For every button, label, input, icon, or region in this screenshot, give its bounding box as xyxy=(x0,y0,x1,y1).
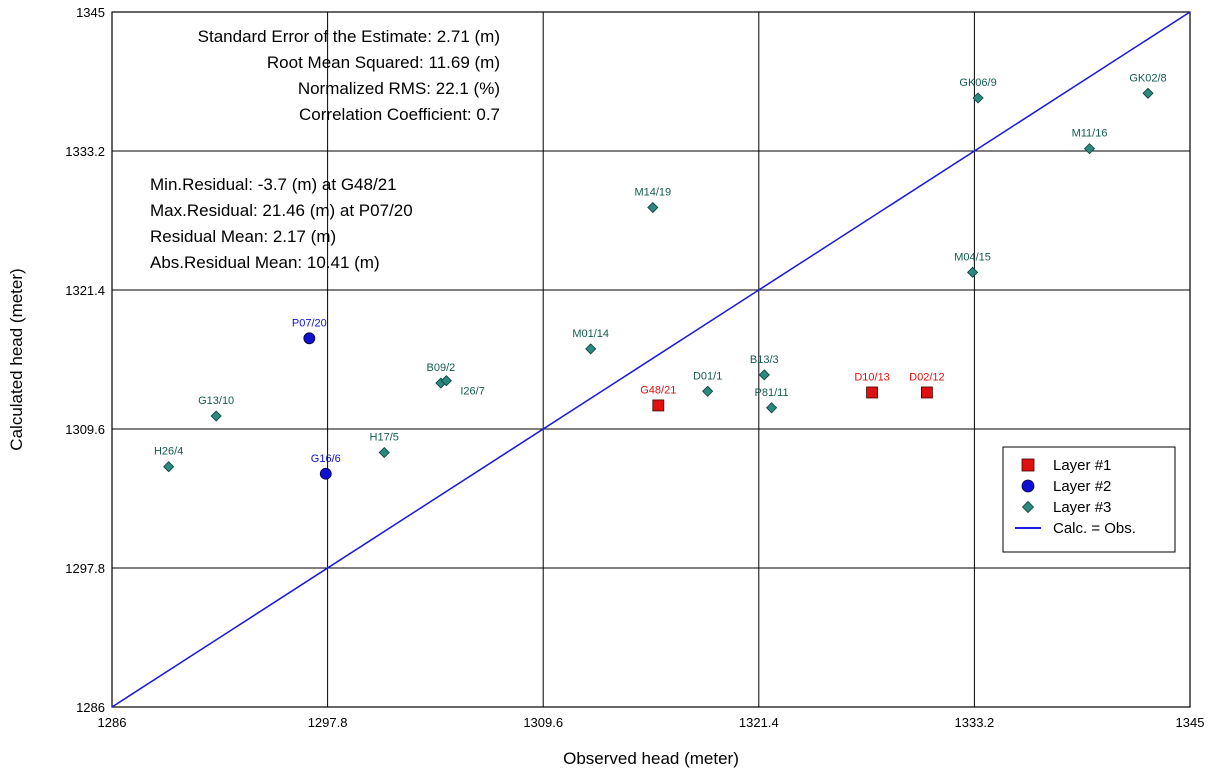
data-point xyxy=(585,343,597,355)
y-axis-title: Calculated head (meter) xyxy=(7,268,26,450)
stat-line: Root Mean Squared: 11.69 (m) xyxy=(267,53,500,72)
data-point xyxy=(163,461,175,473)
data-point xyxy=(440,375,452,387)
data-point xyxy=(967,266,979,278)
residual-line: Max.Residual: 21.46 (m) at P07/20 xyxy=(150,201,413,220)
stats-annotations: Standard Error of the Estimate: 2.71 (m)… xyxy=(150,27,500,272)
point-label: G16/6 xyxy=(311,453,341,465)
data-point xyxy=(766,402,778,414)
point-label: G48/21 xyxy=(640,384,676,396)
data-point xyxy=(866,386,878,399)
stat-line: Normalized RMS: 22.1 (%) xyxy=(298,79,500,98)
y-tick-label: 1286 xyxy=(76,700,105,715)
y-tick-label: 1345 xyxy=(76,5,105,20)
tick-labels: 1286 1297.8 1309.6 1321.4 1333.2 1345 1286 1297… xyxy=(65,5,1204,730)
y-tick-label: 1297.8 xyxy=(65,561,105,576)
point-label: GK02/8 xyxy=(1129,72,1166,84)
data-point xyxy=(758,369,770,381)
x-tick-label: 1309.6 xyxy=(523,715,563,730)
data-point xyxy=(920,386,933,399)
point-label: I26/7 xyxy=(460,386,484,398)
point-label: B13/3 xyxy=(750,354,779,366)
point-label: H26/4 xyxy=(154,446,183,458)
point-label: D01/1 xyxy=(693,370,722,382)
y-tick-label: 1309.6 xyxy=(65,422,105,437)
data-point xyxy=(378,446,390,459)
point-label: G13/10 xyxy=(198,395,234,407)
y-tick-label: 1321.4 xyxy=(65,283,105,298)
x-axis-title: Observed head (meter) xyxy=(563,749,739,768)
point-label: M01/14 xyxy=(572,328,609,340)
data-point xyxy=(972,92,984,104)
legend-marker xyxy=(1021,500,1035,514)
residual-line: Min.Residual: -3.7 (m) at G48/21 xyxy=(150,175,397,194)
legend-label: Calc. = Obs. xyxy=(1053,520,1136,537)
point-label: B09/2 xyxy=(427,362,456,374)
residual-line: Residual Mean: 2.17 (m) xyxy=(150,227,336,246)
point-label: M14/19 xyxy=(634,187,671,199)
legend: Layer #1 Layer #2 Layer #3 Calc. = Obs. xyxy=(1002,446,1176,553)
plot-frame xyxy=(111,11,1191,708)
point-label: P81/11 xyxy=(755,387,789,399)
stat-line: Correlation Coefficient: 0.7 xyxy=(299,105,500,124)
stat-line: Standard Error of the Estimate: 2.71 (m) xyxy=(198,27,500,46)
data-point xyxy=(1083,143,1096,155)
data-point xyxy=(702,385,714,397)
grid xyxy=(111,11,1191,708)
point-label: M11/16 xyxy=(1072,128,1108,140)
legend-marker xyxy=(1021,479,1035,493)
x-tick-label: 1286 xyxy=(98,715,127,730)
data-point xyxy=(647,201,659,214)
point-label: D02/12 xyxy=(909,371,944,383)
point-label: H17/5 xyxy=(370,432,399,444)
point-label: M04/15 xyxy=(954,251,991,263)
legend-label: Layer #3 xyxy=(1053,499,1111,516)
point-label: P07/20 xyxy=(292,317,327,329)
data-point xyxy=(1142,87,1154,99)
legend-label: Layer #1 xyxy=(1053,457,1111,474)
x-tick-label: 1321.4 xyxy=(739,715,779,730)
data-point xyxy=(652,399,665,412)
y-tick-label: 1333.2 xyxy=(65,144,105,159)
residual-line: Abs.Residual Mean: 10.41 (m) xyxy=(150,253,380,272)
data-point xyxy=(303,332,316,345)
data-point xyxy=(319,467,332,480)
data-points: G48/21 D10/13 D02/12 P07/20 G16/6 H26/4 G13/10… xyxy=(154,72,1167,480)
legend-marker xyxy=(1021,458,1035,472)
reference-line-layer xyxy=(111,11,1191,708)
x-tick-label: 1333.2 xyxy=(955,715,995,730)
calc-equals-obs-line xyxy=(111,11,1191,708)
data-point xyxy=(210,410,222,422)
legend-label: Layer #2 xyxy=(1053,478,1111,495)
x-tick-label: 1297.8 xyxy=(308,715,348,730)
x-tick-label: 1345 xyxy=(1176,715,1205,730)
point-label: GK06/9 xyxy=(959,77,996,89)
point-label: D10/13 xyxy=(854,371,889,383)
